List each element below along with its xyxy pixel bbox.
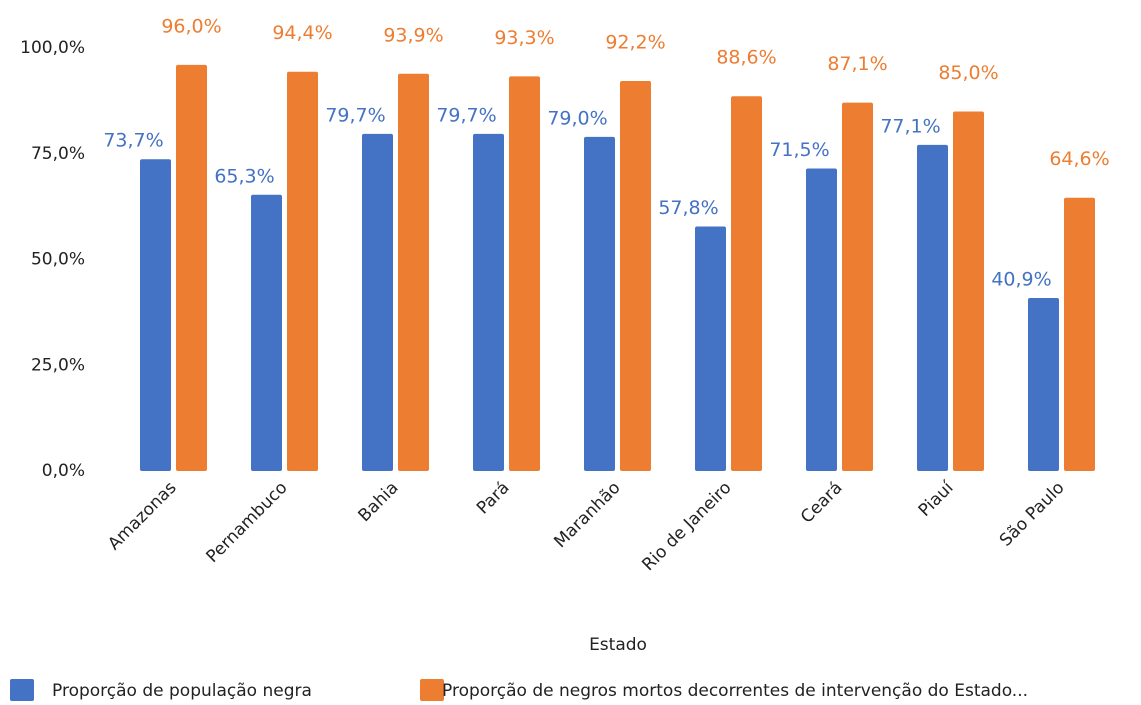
bar [398,73,429,471]
bar [473,133,504,471]
x-tick-label: Rio de Janeiro [638,478,735,575]
x-tick-label: Amazonas [104,478,180,554]
bar [917,144,948,471]
bar [806,168,837,471]
legend-label: Proporção de população negra [52,681,312,701]
bar [953,111,984,471]
value-label: 77,1% [880,115,940,137]
bar [731,96,762,472]
value-label: 57,8% [658,197,718,219]
legend-label: Proporção de negros mortos decorrentes d… [442,681,1028,701]
value-label: 79,7% [436,104,496,126]
y-tick-label: 25,0% [31,355,85,375]
value-label: 79,7% [325,104,385,126]
x-axis-title: Estado [589,635,647,655]
value-label: 65,3% [214,165,274,187]
value-label: 92,2% [605,31,665,53]
value-label: 94,4% [272,22,332,44]
x-tick-label: Pará [473,478,514,519]
y-tick-label: 75,0% [31,144,85,164]
y-tick-label: 100,0% [20,38,85,58]
x-tick-label: Bahia [354,478,402,526]
bar [695,226,726,471]
legend-swatch [10,679,34,701]
x-tick-label: Pernambuco [203,478,292,567]
x-tick-label: Piauí [915,477,959,521]
bar [140,159,171,471]
value-label: 73,7% [103,130,163,152]
value-label: 40,9% [991,268,1051,290]
bar [509,76,540,471]
x-tick-label: Ceará [797,478,847,528]
value-label: 85,0% [938,62,998,84]
value-label: 71,5% [769,139,829,161]
bar [584,136,615,471]
value-label: 79,0% [547,107,607,129]
value-label: 88,6% [716,47,776,69]
value-label: 93,9% [383,24,443,46]
y-tick-label: 0,0% [42,461,85,481]
value-label: 96,0% [161,15,221,37]
value-label: 87,1% [827,53,887,75]
bar [251,194,282,471]
value-label: 64,6% [1049,148,1109,170]
x-tick-label: Maranhão [550,478,624,552]
bar [287,71,318,472]
bar [1064,197,1095,471]
bar [1028,297,1059,471]
bar [362,133,393,471]
bar [176,64,207,472]
legend-swatch [420,679,444,701]
x-tick-label: São Paulo [996,478,1069,551]
y-tick-label: 50,0% [31,250,85,270]
bar [620,80,651,471]
value-label: 93,3% [494,27,554,49]
bar [842,102,873,471]
